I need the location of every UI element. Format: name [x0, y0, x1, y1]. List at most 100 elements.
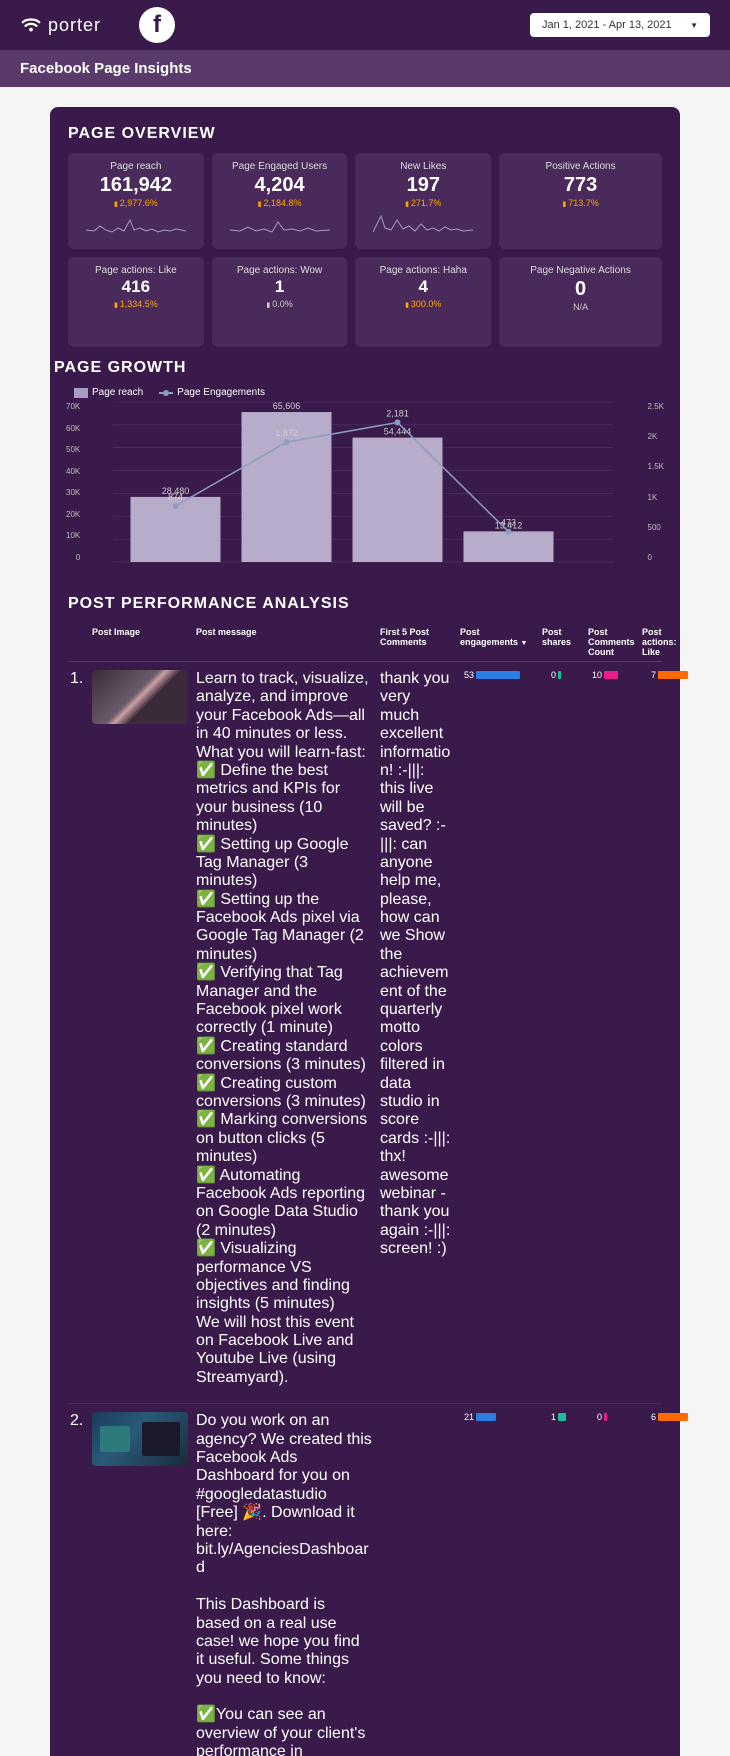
post-engagements: 21 — [458, 1412, 536, 1422]
svg-text:874: 874 — [168, 492, 183, 502]
growth-chart: 70K60K50K40K30K20K10K0 2.5K2K1.5K1K5000 … — [68, 402, 662, 577]
post-thumbnail — [90, 1412, 190, 1466]
row-index: 2. — [68, 1412, 86, 1430]
mini-bar: 7 — [642, 670, 688, 680]
tile-positive-actions: Positive Actions 773 713.7% — [499, 153, 662, 249]
tile-label: Page actions: Like — [74, 265, 198, 276]
facebook-icon: f — [139, 7, 175, 43]
tile-label: Page Negative Actions — [505, 265, 656, 276]
growth-section: PAGE GROWTH Page reach Page Engagements … — [68, 359, 662, 577]
col-actions-like: Post actions: Like — [640, 627, 690, 657]
tile-delta: 2,977.6% — [74, 198, 198, 208]
mini-bar: 6 — [642, 1412, 688, 1422]
legend-bars-label: Page reach — [92, 387, 143, 398]
tile-label: Page actions: Haha — [361, 265, 485, 276]
post-engagements: 53 — [458, 670, 536, 680]
wifi-icon — [20, 14, 42, 36]
chart-legend: Page reach Page Engagements — [74, 387, 662, 398]
post-comments: thank you very much excellent informatio… — [378, 670, 454, 1259]
tile-value: 4 — [361, 278, 485, 297]
tile-delta: 1,334.5% — [74, 299, 198, 309]
tile-page-reach: Page reach 161,942 2,977.6% — [68, 153, 204, 249]
mini-bar: 0 — [542, 670, 580, 680]
y-axis-left: 70K60K50K40K30K20K10K0 — [66, 402, 80, 562]
post-shares: 0 — [540, 670, 582, 680]
table-row[interactable]: 1. Learn to track, visualize, analyze, an… — [68, 662, 662, 1404]
svg-text:65,606: 65,606 — [273, 402, 301, 411]
mini-bar: 0 — [588, 1412, 634, 1422]
tile-value: 197 — [361, 174, 485, 196]
legend-line-label: Page Engagements — [177, 387, 265, 398]
tile-label: Positive Actions — [505, 161, 656, 172]
tile-delta: 2,184.8% — [218, 198, 342, 208]
tile-negative-actions: Page Negative Actions 0 N/A — [499, 257, 662, 347]
sparkline-likes — [373, 212, 473, 236]
tile-actions-wow: Page actions: Wow 1 0.0% — [212, 257, 348, 347]
tile-value: 416 — [74, 278, 198, 297]
tile-label: Page actions: Wow — [218, 265, 342, 276]
mini-bar: 1 — [542, 1412, 580, 1422]
tile-delta: 300.0% — [361, 299, 485, 309]
col-image: Post Image — [90, 627, 190, 657]
tile-value: 0 — [505, 278, 656, 300]
col-shares: Post shares — [540, 627, 582, 657]
post-title: POST PERFORMANCE ANALYSIS — [68, 595, 662, 613]
col-message: Post message — [194, 627, 374, 657]
svg-text:1,872: 1,872 — [275, 428, 298, 438]
col-engagements[interactable]: Post engagements ▼ — [458, 627, 536, 657]
table-row[interactable]: 2. Do you work on an agency? We created t… — [68, 1404, 662, 1756]
tile-actions-haha: Page actions: Haha 4 300.0% — [355, 257, 491, 347]
post-section: POST PERFORMANCE ANALYSIS Post Image Pos… — [68, 595, 662, 1756]
post-thumbnail — [90, 670, 190, 724]
date-range-text: Jan 1, 2021 - Apr 13, 2021 — [542, 19, 672, 31]
growth-svg: 28,48087465,6061,87254,4442,18113,412473 — [68, 402, 662, 577]
date-range-picker[interactable]: Jan 1, 2021 - Apr 13, 2021 ▼ — [530, 13, 710, 37]
brand-block: porter f — [20, 7, 175, 43]
legend-line: Page Engagements — [159, 387, 265, 398]
growth-title: PAGE GROWTH — [54, 359, 662, 377]
dropdown-caret-icon: ▼ — [690, 21, 698, 30]
tile-value: 161,942 — [74, 174, 198, 196]
tile-delta: 713.7% — [505, 198, 656, 208]
post-rows: 1. Learn to track, visualize, analyze, an… — [68, 662, 662, 1756]
col-comments: First 5 Post Comments — [378, 627, 454, 657]
post-comment-count: 0 — [586, 1412, 636, 1422]
tile-label: Page Engaged Users — [218, 161, 342, 172]
post-actions-like: 6 — [640, 1412, 690, 1422]
tile-new-likes: New Likes 197 271.7% — [355, 153, 491, 249]
mini-bar: 21 — [460, 1412, 534, 1422]
post-table-header: Post Image Post message First 5 Post Com… — [68, 623, 662, 662]
overview-grid: Page reach 161,942 2,977.6% Page Engaged… — [68, 153, 662, 347]
app-header: porter f Jan 1, 2021 - Apr 13, 2021 ▼ — [0, 0, 730, 50]
post-message: Learn to track, visualize, analyze, and … — [194, 670, 374, 1387]
tile-value: 773 — [505, 174, 656, 196]
sparkline-reach — [86, 212, 186, 236]
brand-text: porter — [48, 15, 101, 36]
page-title: Facebook Page Insights — [0, 50, 730, 87]
tile-actions-like: Page actions: Like 416 1,334.5% — [68, 257, 204, 347]
sparkline-engaged — [230, 212, 330, 236]
main-panel: PAGE OVERVIEW Page reach 161,942 2,977.6… — [50, 107, 680, 1756]
tile-delta: 0.0% — [218, 299, 342, 309]
brand-logo: porter — [20, 14, 101, 36]
tile-engaged-users: Page Engaged Users 4,204 2,184.8% — [212, 153, 348, 249]
col-comment-count: Post Comments Count — [586, 627, 636, 657]
row-index: 1. — [68, 670, 86, 688]
tile-value: 1 — [218, 278, 342, 297]
mini-bar: 53 — [460, 670, 534, 680]
content-area: PAGE OVERVIEW Page reach 161,942 2,977.6… — [0, 87, 730, 1756]
tile-label: Page reach — [74, 161, 198, 172]
post-actions-like: 7 — [640, 670, 690, 680]
post-comment-count: 10 — [586, 670, 636, 680]
svg-text:2,181: 2,181 — [386, 408, 409, 418]
mini-bar: 10 — [588, 670, 634, 680]
y-axis-right: 2.5K2K1.5K1K5000 — [648, 402, 664, 562]
post-shares: 1 — [540, 1412, 582, 1422]
tile-delta: N/A — [505, 302, 656, 312]
tile-delta: 271.7% — [361, 198, 485, 208]
tile-value: 4,204 — [218, 174, 342, 196]
tile-label: New Likes — [361, 161, 485, 172]
overview-title: PAGE OVERVIEW — [68, 125, 662, 143]
post-message: Do you work on an agency? We created thi… — [194, 1412, 374, 1756]
legend-bars: Page reach — [74, 387, 143, 398]
